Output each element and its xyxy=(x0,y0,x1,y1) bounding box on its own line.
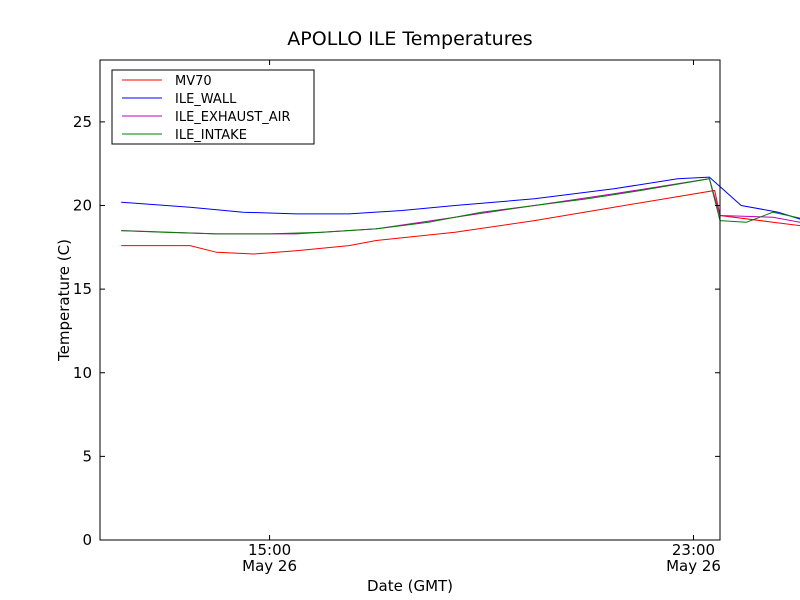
series-line-ile-wall xyxy=(121,176,800,220)
y-tick-label: 10 xyxy=(73,364,92,382)
x-tick-label-time: 15:00 xyxy=(248,541,291,559)
y-tick-label: 5 xyxy=(82,447,92,465)
x-tick-label-date: May 26 xyxy=(666,557,721,575)
x-axis-label: Date (GMT) xyxy=(367,577,453,595)
y-axis-label: Temperature (C) xyxy=(55,239,73,362)
series-line-ile-exhaust-air xyxy=(121,178,800,235)
series-layer xyxy=(121,176,800,255)
plot-frame xyxy=(99,59,721,541)
x-tick-label-time: 23:00 xyxy=(672,541,715,559)
series-line-ile-intake xyxy=(121,178,800,235)
legend-label: MV70 xyxy=(175,74,212,89)
legend-label: ILE_INTAKE xyxy=(175,128,247,143)
series-line-mv70 xyxy=(121,189,800,255)
legend-label: ILE_EXHAUST_AIR xyxy=(175,110,291,125)
legend-label: ILE_WALL xyxy=(175,92,237,107)
legend: MV70 ILE_WALL ILE_EXHAUST_AIR ILE_INTAKE xyxy=(111,69,315,145)
x-tick-label-date: May 26 xyxy=(242,557,297,575)
y-tick-label: 0 xyxy=(82,531,92,549)
chart-title: APOLLO ILE Temperatures xyxy=(287,28,532,50)
y-tick-label: 15 xyxy=(73,280,92,298)
y-tick-label: 20 xyxy=(73,197,92,215)
legend-box xyxy=(111,69,315,145)
y-tick-label: 25 xyxy=(73,113,92,131)
